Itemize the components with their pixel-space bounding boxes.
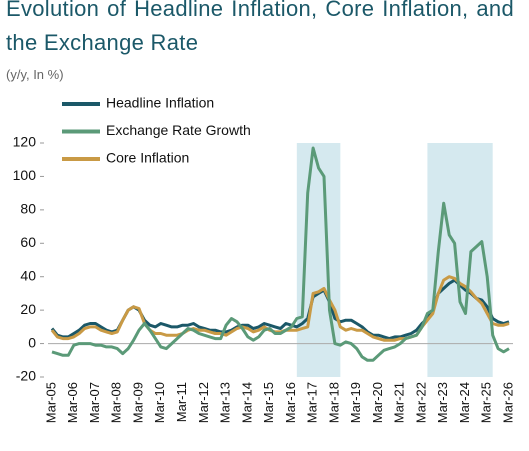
y-tick-label: 100 — [13, 167, 37, 183]
legend-label: Exchange Rate Growth — [106, 122, 251, 138]
x-tick-label: Mar-13 — [218, 382, 233, 423]
x-tick-label: Mar-18 — [326, 382, 341, 423]
x-tick-label: Mar-26 — [500, 382, 515, 423]
x-tick-label: Mar-16 — [283, 382, 298, 423]
x-tick-label: Mar-14 — [239, 382, 254, 423]
y-tick-label: 120 — [13, 134, 37, 150]
y-tick-label: 0 — [28, 334, 36, 350]
y-tick-label: 80 — [20, 201, 36, 217]
legend-label: Core Inflation — [106, 150, 189, 166]
x-tick-label: Mar-15 — [261, 382, 276, 423]
y-tick-label: 40 — [20, 267, 36, 283]
x-tick-label: Mar-05 — [43, 382, 58, 423]
chart-title: Evolution of Headline Inflation, Core In… — [6, 0, 514, 55]
chart-subtitle: (y/y, In %) — [6, 67, 64, 82]
x-tick-label: Mar-24 — [457, 382, 472, 423]
x-tick-label: Mar-20 — [370, 382, 385, 423]
series-line — [51, 146, 510, 362]
x-tick-label: Mar-10 — [152, 382, 167, 423]
y-tick-label: 60 — [20, 234, 36, 250]
x-tick-label: Mar-17 — [305, 382, 320, 423]
x-tick-label: Mar-07 — [87, 382, 102, 423]
y-tick-label: -20 — [16, 368, 36, 384]
x-tick-label: Mar-23 — [435, 382, 450, 423]
x-tick-label: Mar-25 — [479, 382, 494, 423]
x-tick-label: Mar-08 — [109, 382, 124, 423]
x-tick-label: Mar-12 — [196, 382, 211, 423]
x-tick-label: Mar-22 — [413, 382, 428, 423]
x-tick-label: Mar-11 — [174, 382, 189, 422]
x-tick-label: Mar-21 — [392, 382, 407, 423]
x-tick-label: Mar-09 — [130, 382, 145, 423]
x-tick-label: Mar-06 — [65, 382, 80, 423]
x-tick-label: Mar-19 — [348, 382, 363, 423]
y-tick-label: 20 — [20, 301, 36, 317]
legend-label: Headline Inflation — [106, 95, 214, 111]
